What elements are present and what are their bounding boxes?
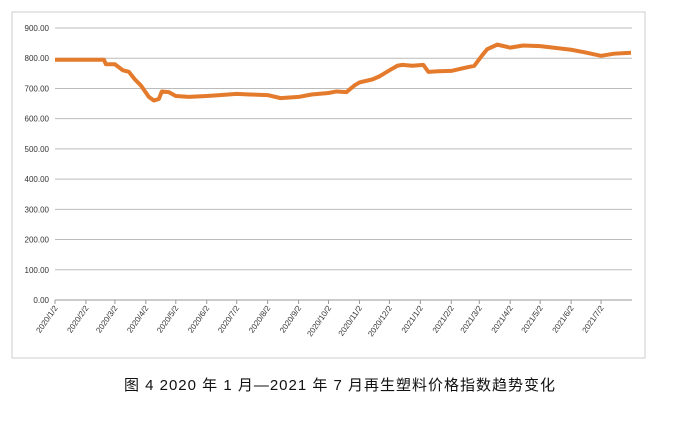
caption: 图 4 2020 年 1 月—2021 年 7 月再生塑料价格指数趋势变化	[124, 377, 556, 394]
y-tick-label: 700.00	[25, 84, 50, 93]
y-tick-label: 600.00	[25, 115, 50, 124]
y-tick-label: 200.00	[25, 236, 50, 245]
data-line	[55, 42, 632, 103]
y-tick-label: 800.00	[25, 54, 50, 63]
y-tick-label: 300.00	[25, 205, 50, 214]
y-tick-label: 900.00	[25, 24, 50, 33]
y-tick-label: 0.00	[33, 296, 49, 305]
y-tick-label: 100.00	[25, 266, 50, 275]
y-tick-label: 400.00	[25, 175, 50, 184]
y-tick-label: 500.00	[25, 145, 50, 154]
